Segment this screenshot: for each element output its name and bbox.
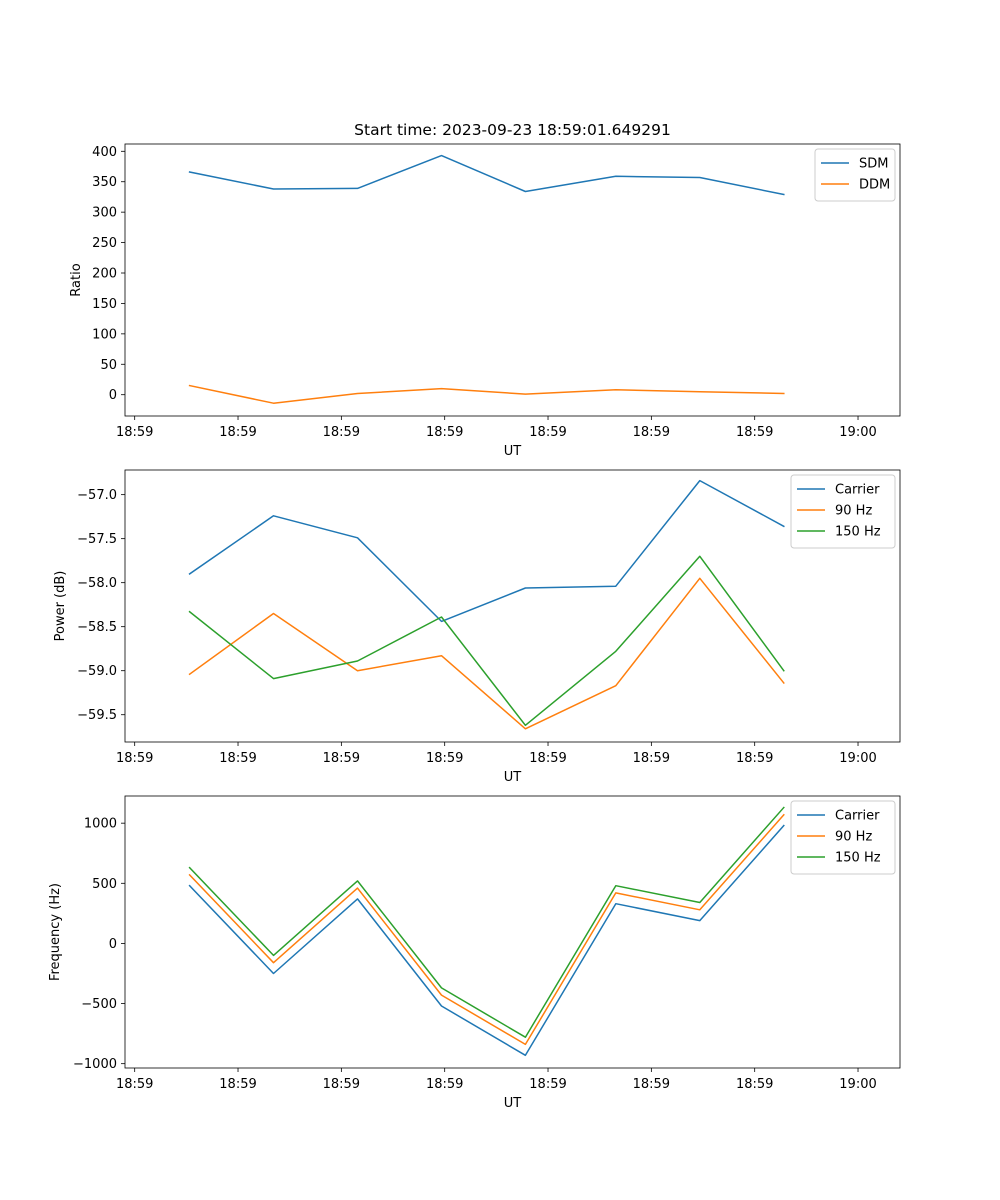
legend-label: 90 Hz bbox=[835, 830, 872, 845]
y-tick-label: −57.5 bbox=[77, 532, 117, 547]
series-line-90-hz bbox=[188, 577, 785, 730]
x-tick-label: 18:59 bbox=[529, 425, 566, 440]
series-line-carrier bbox=[188, 824, 785, 1057]
y-tick-label: 500 bbox=[92, 877, 117, 892]
legend-label: 150 Hz bbox=[835, 525, 881, 540]
y-tick-label: 100 bbox=[92, 327, 117, 342]
chart-panel-1: Start time: 2023-09-23 18:59:01.649291 18… bbox=[69, 121, 901, 459]
x-tick-label: 18:59 bbox=[323, 1077, 360, 1092]
x-tick-label: 18:59 bbox=[736, 751, 773, 766]
series-line-sdm bbox=[188, 154, 785, 196]
legend-box bbox=[814, 148, 896, 202]
y-tick-label: 400 bbox=[92, 145, 117, 160]
x-tick-label: 18:59 bbox=[219, 1077, 256, 1092]
x-tick-label: 18:59 bbox=[219, 425, 256, 440]
x-tick-label: 18:59 bbox=[323, 425, 360, 440]
y-tick-label: 200 bbox=[92, 267, 117, 282]
axes-frame bbox=[124, 143, 901, 417]
series-line-90-hz bbox=[188, 813, 785, 1046]
y-tick-label: 50 bbox=[100, 358, 117, 373]
x-tick-label: 18:59 bbox=[633, 425, 670, 440]
x-tick-label: 18:59 bbox=[426, 425, 463, 440]
y-tick-label: −59.0 bbox=[77, 664, 117, 679]
legend-label: 90 Hz bbox=[835, 504, 872, 519]
x-tick-label: 19:00 bbox=[839, 1077, 876, 1092]
x-tick-label: 18:59 bbox=[116, 1077, 153, 1092]
x-tick-label: 18:59 bbox=[633, 1077, 670, 1092]
y-tick-label: 150 bbox=[92, 297, 117, 312]
x-tick-label: 18:59 bbox=[426, 1077, 463, 1092]
legend-label: Carrier bbox=[835, 809, 880, 824]
series-line-150-hz bbox=[188, 555, 785, 727]
series-line-carrier bbox=[188, 479, 785, 623]
x-axis-label: UT bbox=[504, 770, 522, 785]
y-axis-label: Power (dB) bbox=[53, 571, 68, 642]
y-tick-label: −59.5 bbox=[77, 708, 117, 723]
y-tick-label: 0 bbox=[109, 937, 117, 952]
axes-frame bbox=[124, 795, 901, 1069]
series-line-150-hz bbox=[188, 806, 785, 1038]
y-tick-label: 350 bbox=[92, 175, 117, 190]
x-tick-label: 18:59 bbox=[633, 751, 670, 766]
y-tick-label: 250 bbox=[92, 236, 117, 251]
y-axis-label: Frequency (Hz) bbox=[48, 883, 63, 981]
x-tick-label: 18:59 bbox=[116, 751, 153, 766]
axes-frame bbox=[124, 469, 901, 743]
x-tick-label: 18:59 bbox=[323, 751, 360, 766]
chart-title: Start time: 2023-09-23 18:59:01.649291 bbox=[354, 121, 671, 139]
x-tick-label: 18:59 bbox=[736, 1077, 773, 1092]
legend-label: 150 Hz bbox=[835, 851, 881, 866]
x-axis-label: UT bbox=[504, 1096, 522, 1111]
y-tick-label: −500 bbox=[81, 997, 117, 1012]
y-tick-label: −58.5 bbox=[77, 620, 117, 635]
series-line-ddm bbox=[188, 384, 785, 404]
legend-box bbox=[790, 474, 896, 549]
x-tick-label: 19:00 bbox=[839, 425, 876, 440]
y-tick-label: −57.0 bbox=[77, 488, 117, 503]
x-tick-label: 18:59 bbox=[426, 751, 463, 766]
y-tick-label: −58.0 bbox=[77, 576, 117, 591]
y-axis-label: Ratio bbox=[69, 263, 84, 296]
legend-label: Carrier bbox=[835, 483, 880, 498]
legend-label: SDM bbox=[859, 157, 888, 172]
x-tick-label: 18:59 bbox=[736, 425, 773, 440]
chart-panel-2: 18:59 18:59 18:59 18:59 18:59 18:59 18:59 19:00… bbox=[53, 469, 901, 785]
x-tick-label: 18:59 bbox=[529, 1077, 566, 1092]
legend-box bbox=[790, 800, 896, 875]
x-tick-label: 18:59 bbox=[219, 751, 256, 766]
y-tick-label: 0 bbox=[109, 388, 117, 403]
x-axis-label: UT bbox=[504, 444, 522, 459]
x-tick-label: 19:00 bbox=[839, 751, 876, 766]
y-tick-label: −1000 bbox=[73, 1057, 117, 1072]
y-tick-label: 1000 bbox=[84, 817, 117, 832]
y-tick-label: 300 bbox=[92, 206, 117, 221]
legend-label: DDM bbox=[859, 178, 890, 193]
x-tick-label: 18:59 bbox=[116, 425, 153, 440]
x-tick-label: 18:59 bbox=[529, 751, 566, 766]
chart-panel-3: 18:59 18:59 18:59 18:59 18:59 18:59 18:59 19:00… bbox=[48, 795, 901, 1111]
